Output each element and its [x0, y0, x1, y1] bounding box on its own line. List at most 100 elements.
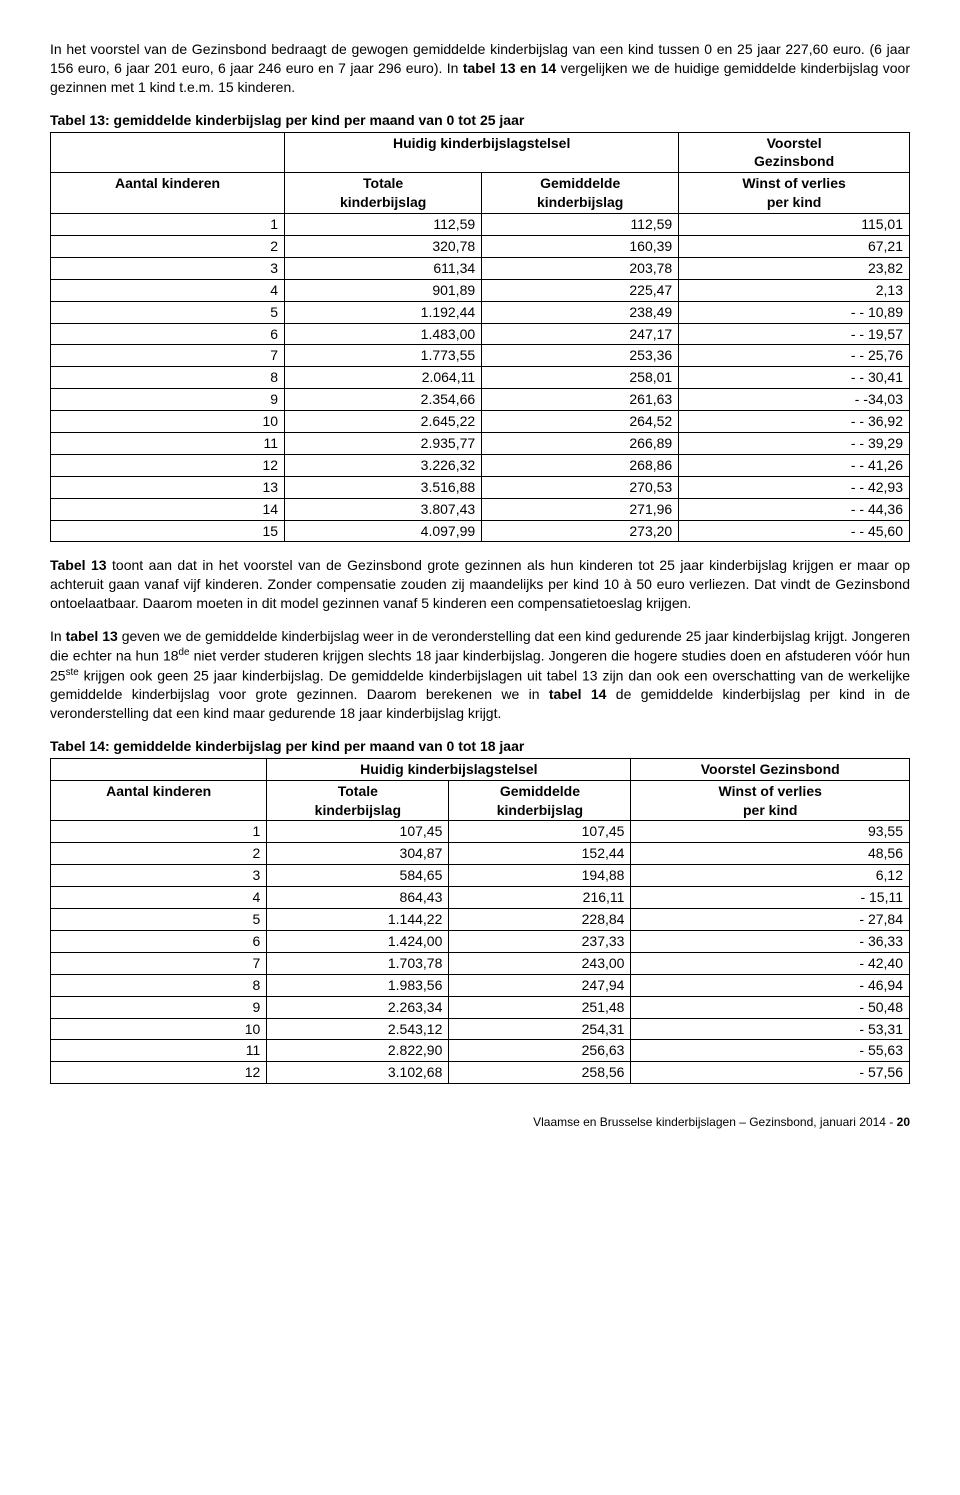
cell-total: 2.935,77 — [285, 433, 482, 455]
cell-avg: 160,39 — [482, 236, 679, 258]
cell-count: 9 — [51, 389, 285, 411]
cell-total: 3.807,43 — [285, 498, 482, 520]
cell-total: 3.102,68 — [267, 1062, 449, 1084]
mid-bold-1: Tabel 13 — [50, 557, 107, 573]
cell-count: 5 — [51, 909, 267, 931]
cell-count: 7 — [51, 345, 285, 367]
cell-count: 6 — [51, 323, 285, 345]
t14-h-empty — [51, 758, 267, 780]
t13-h-win: Winst of verlies per kind — [679, 173, 910, 214]
t13-h-total: Totale kinderbijslag — [285, 173, 482, 214]
cell-win: - - 30,41 — [679, 367, 910, 389]
t14-h-win: Winst of verlies per kind — [631, 780, 910, 821]
table-row: 3584,65194,886,12 — [51, 865, 910, 887]
cell-win: - - 36,92 — [679, 411, 910, 433]
cell-count: 15 — [51, 520, 285, 542]
cell-win: - 57,56 — [631, 1062, 910, 1084]
cell-avg: 258,56 — [449, 1062, 631, 1084]
cell-total: 2.354,66 — [285, 389, 482, 411]
t14-h-current: Huidig kinderbijslagstelsel — [267, 758, 631, 780]
cell-total: 901,89 — [285, 279, 482, 301]
cell-win: - 53,31 — [631, 1018, 910, 1040]
cell-avg: 258,01 — [482, 367, 679, 389]
table-row: 81.983,56247,94- 46,94 — [51, 974, 910, 996]
cell-count: 1 — [51, 214, 285, 236]
cell-avg: 237,33 — [449, 930, 631, 952]
cell-win: - -34,03 — [679, 389, 910, 411]
cell-avg: 251,48 — [449, 996, 631, 1018]
cell-win: 115,01 — [679, 214, 910, 236]
cell-avg: 107,45 — [449, 821, 631, 843]
table13-caption: Tabel 13: gemiddelde kinderbijslag per k… — [50, 111, 910, 130]
cell-total: 1.983,56 — [267, 974, 449, 996]
cell-count: 1 — [51, 821, 267, 843]
cell-avg: 254,31 — [449, 1018, 631, 1040]
table-row: 123.102,68258,56- 57,56 — [51, 1062, 910, 1084]
cell-avg: 152,44 — [449, 843, 631, 865]
table-row: 123.226,32268,86- - 41,26 — [51, 454, 910, 476]
table-row: 51.144,22228,84- 27,84 — [51, 909, 910, 931]
cell-win: - - 39,29 — [679, 433, 910, 455]
cell-avg: 112,59 — [482, 214, 679, 236]
cell-count: 12 — [51, 1062, 267, 1084]
intro-paragraph: In het voorstel van de Gezinsbond bedraa… — [50, 40, 910, 97]
cell-win: - - 25,76 — [679, 345, 910, 367]
table-row: 82.064,11258,01- - 30,41 — [51, 367, 910, 389]
table-row: 71.773,55253,36- - 25,76 — [51, 345, 910, 367]
cell-count: 12 — [51, 454, 285, 476]
cell-count: 10 — [51, 411, 285, 433]
t13-h-empty — [51, 132, 285, 173]
table-row: 2304,87152,4448,56 — [51, 843, 910, 865]
table-row: 1112,59112,59115,01 — [51, 214, 910, 236]
cell-win: - - 44,36 — [679, 498, 910, 520]
cell-avg: 261,63 — [482, 389, 679, 411]
cell-total: 1.773,55 — [285, 345, 482, 367]
cell-win: - 55,63 — [631, 1040, 910, 1062]
cell-avg: 228,84 — [449, 909, 631, 931]
cell-count: 3 — [51, 257, 285, 279]
t14-h-proposal: Voorstel Gezinsbond — [631, 758, 910, 780]
table-row: 1107,45107,4593,55 — [51, 821, 910, 843]
cell-win: - - 19,57 — [679, 323, 910, 345]
cell-avg: 194,88 — [449, 865, 631, 887]
cell-count: 14 — [51, 498, 285, 520]
cell-total: 304,87 — [267, 843, 449, 865]
table-row: 92.263,34251,48- 50,48 — [51, 996, 910, 1018]
cell-win: 23,82 — [679, 257, 910, 279]
table-row: 3611,34203,7823,82 — [51, 257, 910, 279]
table-row: 112.935,77266,89- - 39,29 — [51, 433, 910, 455]
cell-avg: 264,52 — [482, 411, 679, 433]
cell-total: 1.483,00 — [285, 323, 482, 345]
table-row: 4901,89225,472,13 — [51, 279, 910, 301]
cell-total: 112,59 — [285, 214, 482, 236]
cell-win: 93,55 — [631, 821, 910, 843]
cell-win: - - 45,60 — [679, 520, 910, 542]
cell-avg: 271,96 — [482, 498, 679, 520]
table-row: 112.822,90256,63- 55,63 — [51, 1040, 910, 1062]
cell-total: 4.097,99 — [285, 520, 482, 542]
table-row: 154.097,99273,20- - 45,60 — [51, 520, 910, 542]
cell-total: 2.822,90 — [267, 1040, 449, 1062]
table-row: 71.703,78243,00- 42,40 — [51, 952, 910, 974]
t13-h-avg: Gemiddelde kinderbijslag — [482, 173, 679, 214]
mid-para-2: In tabel 13 geven we de gemiddelde kinde… — [50, 627, 910, 723]
cell-total: 2.645,22 — [285, 411, 482, 433]
t14-h-avg: Gemiddelde kinderbijslag — [449, 780, 631, 821]
table-row: 61.424,00237,33- 36,33 — [51, 930, 910, 952]
cell-win: - 15,11 — [631, 887, 910, 909]
cell-win: - - 41,26 — [679, 454, 910, 476]
cell-win: - 50,48 — [631, 996, 910, 1018]
cell-count: 5 — [51, 301, 285, 323]
cell-count: 3 — [51, 865, 267, 887]
t14-h-total: Totale kinderbijslag — [267, 780, 449, 821]
cell-total: 107,45 — [267, 821, 449, 843]
cell-count: 9 — [51, 996, 267, 1018]
cell-count: 2 — [51, 236, 285, 258]
table-row: 102.543,12254,31- 53,31 — [51, 1018, 910, 1040]
cell-win: 48,56 — [631, 843, 910, 865]
cell-avg: 256,63 — [449, 1040, 631, 1062]
table-row: 133.516,88270,53- - 42,93 — [51, 476, 910, 498]
cell-avg: 268,86 — [482, 454, 679, 476]
cell-total: 1.703,78 — [267, 952, 449, 974]
cell-avg: 266,89 — [482, 433, 679, 455]
